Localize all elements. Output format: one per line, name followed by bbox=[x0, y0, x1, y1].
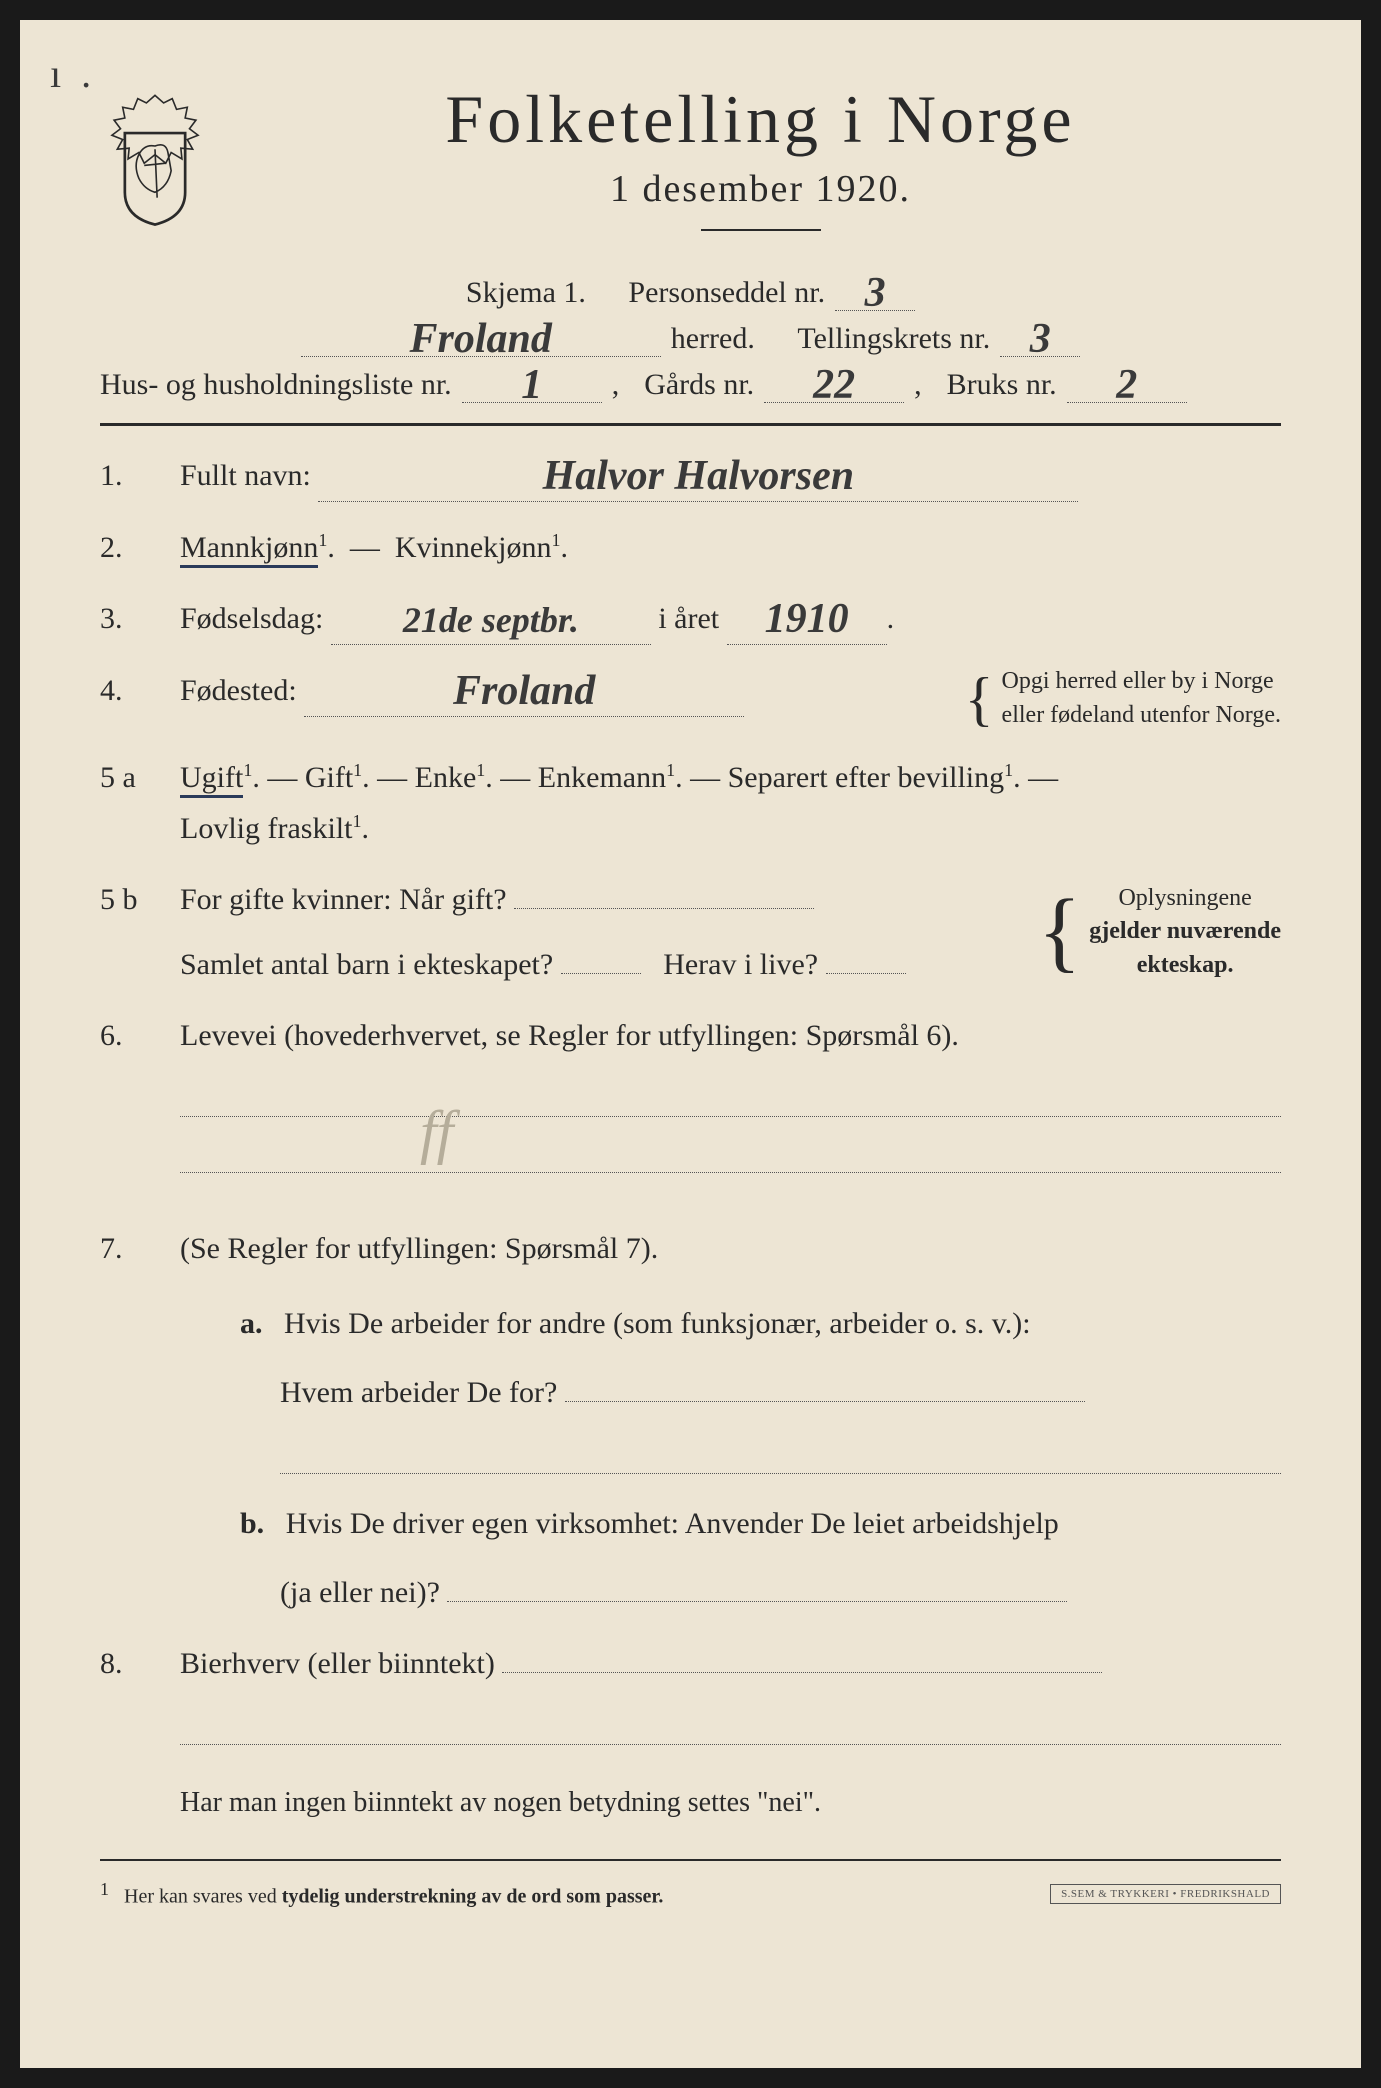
q1-label: Fullt navn: bbox=[180, 459, 311, 492]
q4-value: Froland bbox=[304, 665, 744, 717]
title-divider bbox=[701, 229, 821, 231]
q7b: b. Hvis De driver egen virksomhet: Anven… bbox=[240, 1498, 1281, 1618]
q7b-line2: (ja eller nei)? bbox=[280, 1576, 440, 1609]
section-divider bbox=[100, 423, 1281, 426]
meta-row-3: Hus- og husholdningsliste nr. 1 , Gårds … bbox=[100, 363, 1281, 403]
q2-num: 2. bbox=[100, 522, 160, 573]
q3-year-label: i året bbox=[658, 602, 719, 635]
q2-mann: Mannkjønn bbox=[180, 531, 318, 568]
q6-num: 6. bbox=[100, 1010, 160, 1061]
title-block: Folketelling i Norge 1 desember 1920. bbox=[240, 80, 1281, 261]
q5b: 5 b For gifte kvinner: Når gift? Samlet … bbox=[100, 874, 1281, 990]
q7-label: (Se Regler for utfyllingen: Spørsmål 7). bbox=[180, 1223, 1281, 1274]
footnote-text: Her kan svares ved tydelig understreknin… bbox=[124, 1886, 663, 1908]
hus-nr: 1 bbox=[462, 363, 602, 403]
hus-label: Hus- og husholdningsliste nr. bbox=[100, 368, 452, 402]
census-form-page: ı . Folketelling i Norge 1 desember 1920… bbox=[20, 20, 1361, 2068]
q8-value bbox=[502, 1672, 1102, 1673]
q7a: a. Hvis De arbeider for andre (som funks… bbox=[240, 1298, 1281, 1474]
q7b-line1: Hvis De driver egen virksomhet: Anvender… bbox=[286, 1507, 1059, 1540]
coat-of-arms-icon bbox=[100, 90, 210, 230]
q5a-num: 5 a bbox=[100, 752, 160, 803]
q7a-value bbox=[565, 1401, 1085, 1402]
q3-label: Fødselsdag: bbox=[180, 602, 323, 635]
q4-label: Fødested: bbox=[180, 674, 297, 707]
q5b-line2a: Samlet antal barn i ekteskapet? bbox=[180, 948, 553, 981]
q7a-letter: a. bbox=[240, 1307, 263, 1340]
skjema-label: Skjema 1. bbox=[466, 276, 586, 310]
q5a-ugift: Ugift bbox=[180, 761, 243, 798]
q1: 1. Fullt navn: Halvor Halvorsen bbox=[100, 450, 1281, 502]
q7-num: 7. bbox=[100, 1223, 160, 1274]
gards-label: Gårds nr. bbox=[644, 368, 754, 402]
q1-value: Halvor Halvorsen bbox=[318, 450, 1078, 502]
q1-num: 1. bbox=[100, 450, 160, 501]
footer-note: Har man ingen biinntekt av nogen betydni… bbox=[180, 1785, 1281, 1819]
tellingskrets-label: Tellingskrets nr. bbox=[797, 322, 990, 356]
q3: 3. Fødselsdag: 21de septbr. i året 1910. bbox=[100, 593, 1281, 645]
q6: 6. Levevei (hovederhvervet, se Regler fo… bbox=[100, 1010, 1281, 1193]
q5a-enke: Enke bbox=[415, 761, 477, 794]
q5a-gift: Gift bbox=[305, 761, 353, 794]
q4: 4. Fødested: Froland { Opgi herred eller… bbox=[100, 665, 1281, 732]
q2: 2. Mannkjønn1. — Kvinnekjønn1. bbox=[100, 522, 1281, 573]
footnote-num: 1 bbox=[100, 1879, 109, 1899]
q7a-line2: Hvem arbeider De for? bbox=[280, 1376, 557, 1409]
footnote-row: 1 Her kan svares ved tydelig understrekn… bbox=[100, 1879, 1281, 1909]
q5b-gift-value bbox=[514, 908, 814, 909]
q5b-side-note: { Oplysningene gjelder nuværende ekteska… bbox=[1038, 882, 1281, 983]
q3-num: 3. bbox=[100, 593, 160, 644]
personseddel-nr: 3 bbox=[835, 271, 915, 311]
q6-blank-1: ff bbox=[180, 1081, 1281, 1117]
meta-row-2: Froland herred. Tellingskrets nr. 3 bbox=[100, 317, 1281, 357]
q6-blank-2 bbox=[180, 1137, 1281, 1173]
q5a: 5 a Ugift1. — Gift1. — Enke1. — Enkemann… bbox=[100, 752, 1281, 854]
q5b-line1: For gifte kvinner: Når gift? bbox=[180, 883, 507, 916]
q4-num: 4. bbox=[100, 665, 160, 716]
bruks-label: Bruks nr. bbox=[947, 368, 1057, 402]
herred-label: herred. bbox=[671, 322, 755, 356]
q5b-line2b: Herav i live? bbox=[663, 948, 818, 981]
margin-mark: ı . bbox=[50, 50, 91, 97]
meta-row-1: Skjema 1. Personseddel nr. 3 bbox=[100, 271, 1281, 311]
q5a-fraskilt: Lovlig fraskilt bbox=[180, 812, 352, 845]
q7b-letter: b. bbox=[240, 1507, 264, 1540]
q8-blank bbox=[180, 1709, 1281, 1745]
q7b-value bbox=[447, 1601, 1067, 1602]
question-list: 1. Fullt navn: Halvor Halvorsen 2. Mannk… bbox=[100, 450, 1281, 1819]
header: Folketelling i Norge 1 desember 1920. bbox=[100, 80, 1281, 261]
q5b-live-value bbox=[826, 973, 906, 974]
q7: 7. (Se Regler for utfyllingen: Spørsmål … bbox=[100, 1223, 1281, 1618]
q4-side-note: { Opgi herred eller by i Norge eller fød… bbox=[965, 665, 1281, 732]
gards-nr: 22 bbox=[764, 363, 904, 403]
q5a-separert: Separert efter bevilling bbox=[728, 761, 1005, 794]
footnote-divider bbox=[100, 1859, 1281, 1861]
main-title: Folketelling i Norge bbox=[240, 80, 1281, 159]
herred-value: Froland bbox=[301, 317, 661, 357]
q3-year: 1910 bbox=[727, 593, 887, 645]
printer-stamp: S.SEM & TRYKKERI • FREDRIKSHALD bbox=[1050, 1884, 1281, 1904]
q3-day: 21de septbr. bbox=[331, 593, 651, 645]
q8-num: 8. bbox=[100, 1638, 160, 1689]
q2-kvinne: Kvinnekjønn bbox=[395, 531, 552, 564]
subtitle: 1 desember 1920. bbox=[240, 167, 1281, 211]
q5b-barn-value bbox=[561, 973, 641, 974]
q8-label: Bierhverv (eller biinntekt) bbox=[180, 1647, 495, 1680]
tellingskrets-nr: 3 bbox=[1000, 317, 1080, 357]
q5b-num: 5 b bbox=[100, 874, 160, 925]
q8: 8. Bierhverv (eller biinntekt) bbox=[100, 1638, 1281, 1765]
q5a-enkemann: Enkemann bbox=[538, 761, 666, 794]
bruks-nr: 2 bbox=[1067, 363, 1187, 403]
q7a-line1: Hvis De arbeider for andre (som funksjon… bbox=[284, 1307, 1031, 1340]
personseddel-label: Personseddel nr. bbox=[628, 276, 825, 310]
q6-label: Levevei (hovederhvervet, se Regler for u… bbox=[180, 1019, 959, 1052]
q6-faint-value: ff bbox=[420, 1081, 453, 1183]
q7a-blank bbox=[280, 1438, 1281, 1474]
